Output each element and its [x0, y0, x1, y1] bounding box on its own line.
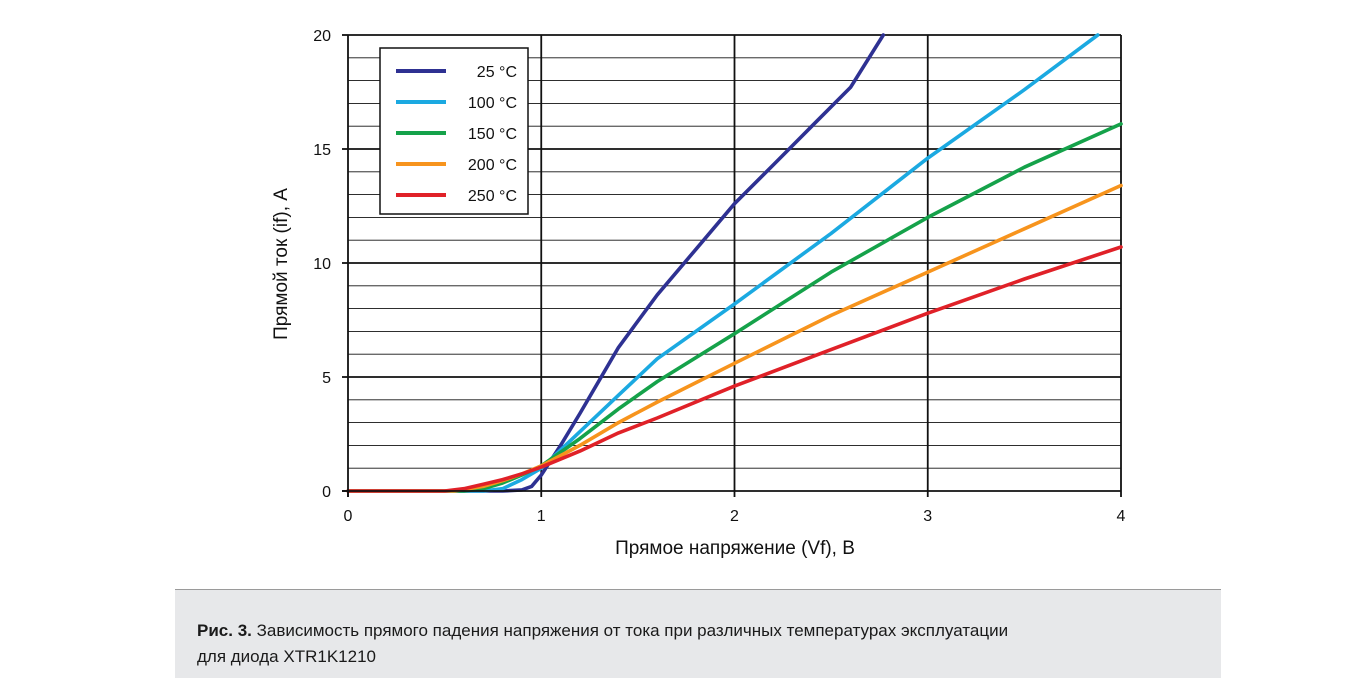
- caption-text: Зависимость прямого падения напряжения о…: [251, 621, 1009, 640]
- caption-label: Рис. 3.: [197, 621, 252, 640]
- x-tick-label: 4: [1117, 508, 1126, 525]
- figure-caption: Рис. 3. Зависимость прямого падения напр…: [175, 589, 1221, 678]
- series-line-1: [346, 33, 886, 493]
- legend-label-3: 150 °C: [468, 126, 517, 143]
- y-tick-label: 10: [313, 256, 331, 273]
- tick-labels: 0 1 2 3 4 0 5 10 15 20: [313, 28, 1125, 525]
- caption-line2: для диода XTR1K1210: [197, 647, 376, 666]
- series-line-4: [346, 183, 1123, 493]
- x-tick-label: 3: [923, 508, 932, 525]
- y-tick-label: 20: [313, 28, 331, 45]
- legend-label-4: 200 °C: [468, 157, 517, 174]
- x-tick-label: 0: [344, 508, 353, 525]
- y-axis-title: Прямой ток (if), А: [271, 188, 292, 340]
- legend-label-1: 25 °C: [477, 64, 517, 81]
- x-tick-label: 1: [537, 508, 546, 525]
- x-tick-label: 2: [730, 508, 739, 525]
- y-tick-label: 5: [322, 370, 331, 387]
- legend-label-5: 250 °C: [468, 188, 517, 205]
- series-lines: [346, 33, 1123, 493]
- legend-label-2: 100 °C: [468, 95, 517, 112]
- series-line-2: [346, 33, 1100, 493]
- y-tick-label: 15: [313, 142, 331, 159]
- series-line-5: [346, 245, 1123, 493]
- legend: 25 °C 100 °C 150 °C 200 °C 250 °C: [379, 47, 529, 215]
- series-line-3: [346, 122, 1123, 493]
- x-axis-title: Прямое напряжение (Vf), В: [615, 538, 855, 559]
- y-tick-label: 0: [322, 484, 331, 501]
- axes: [342, 34, 1122, 497]
